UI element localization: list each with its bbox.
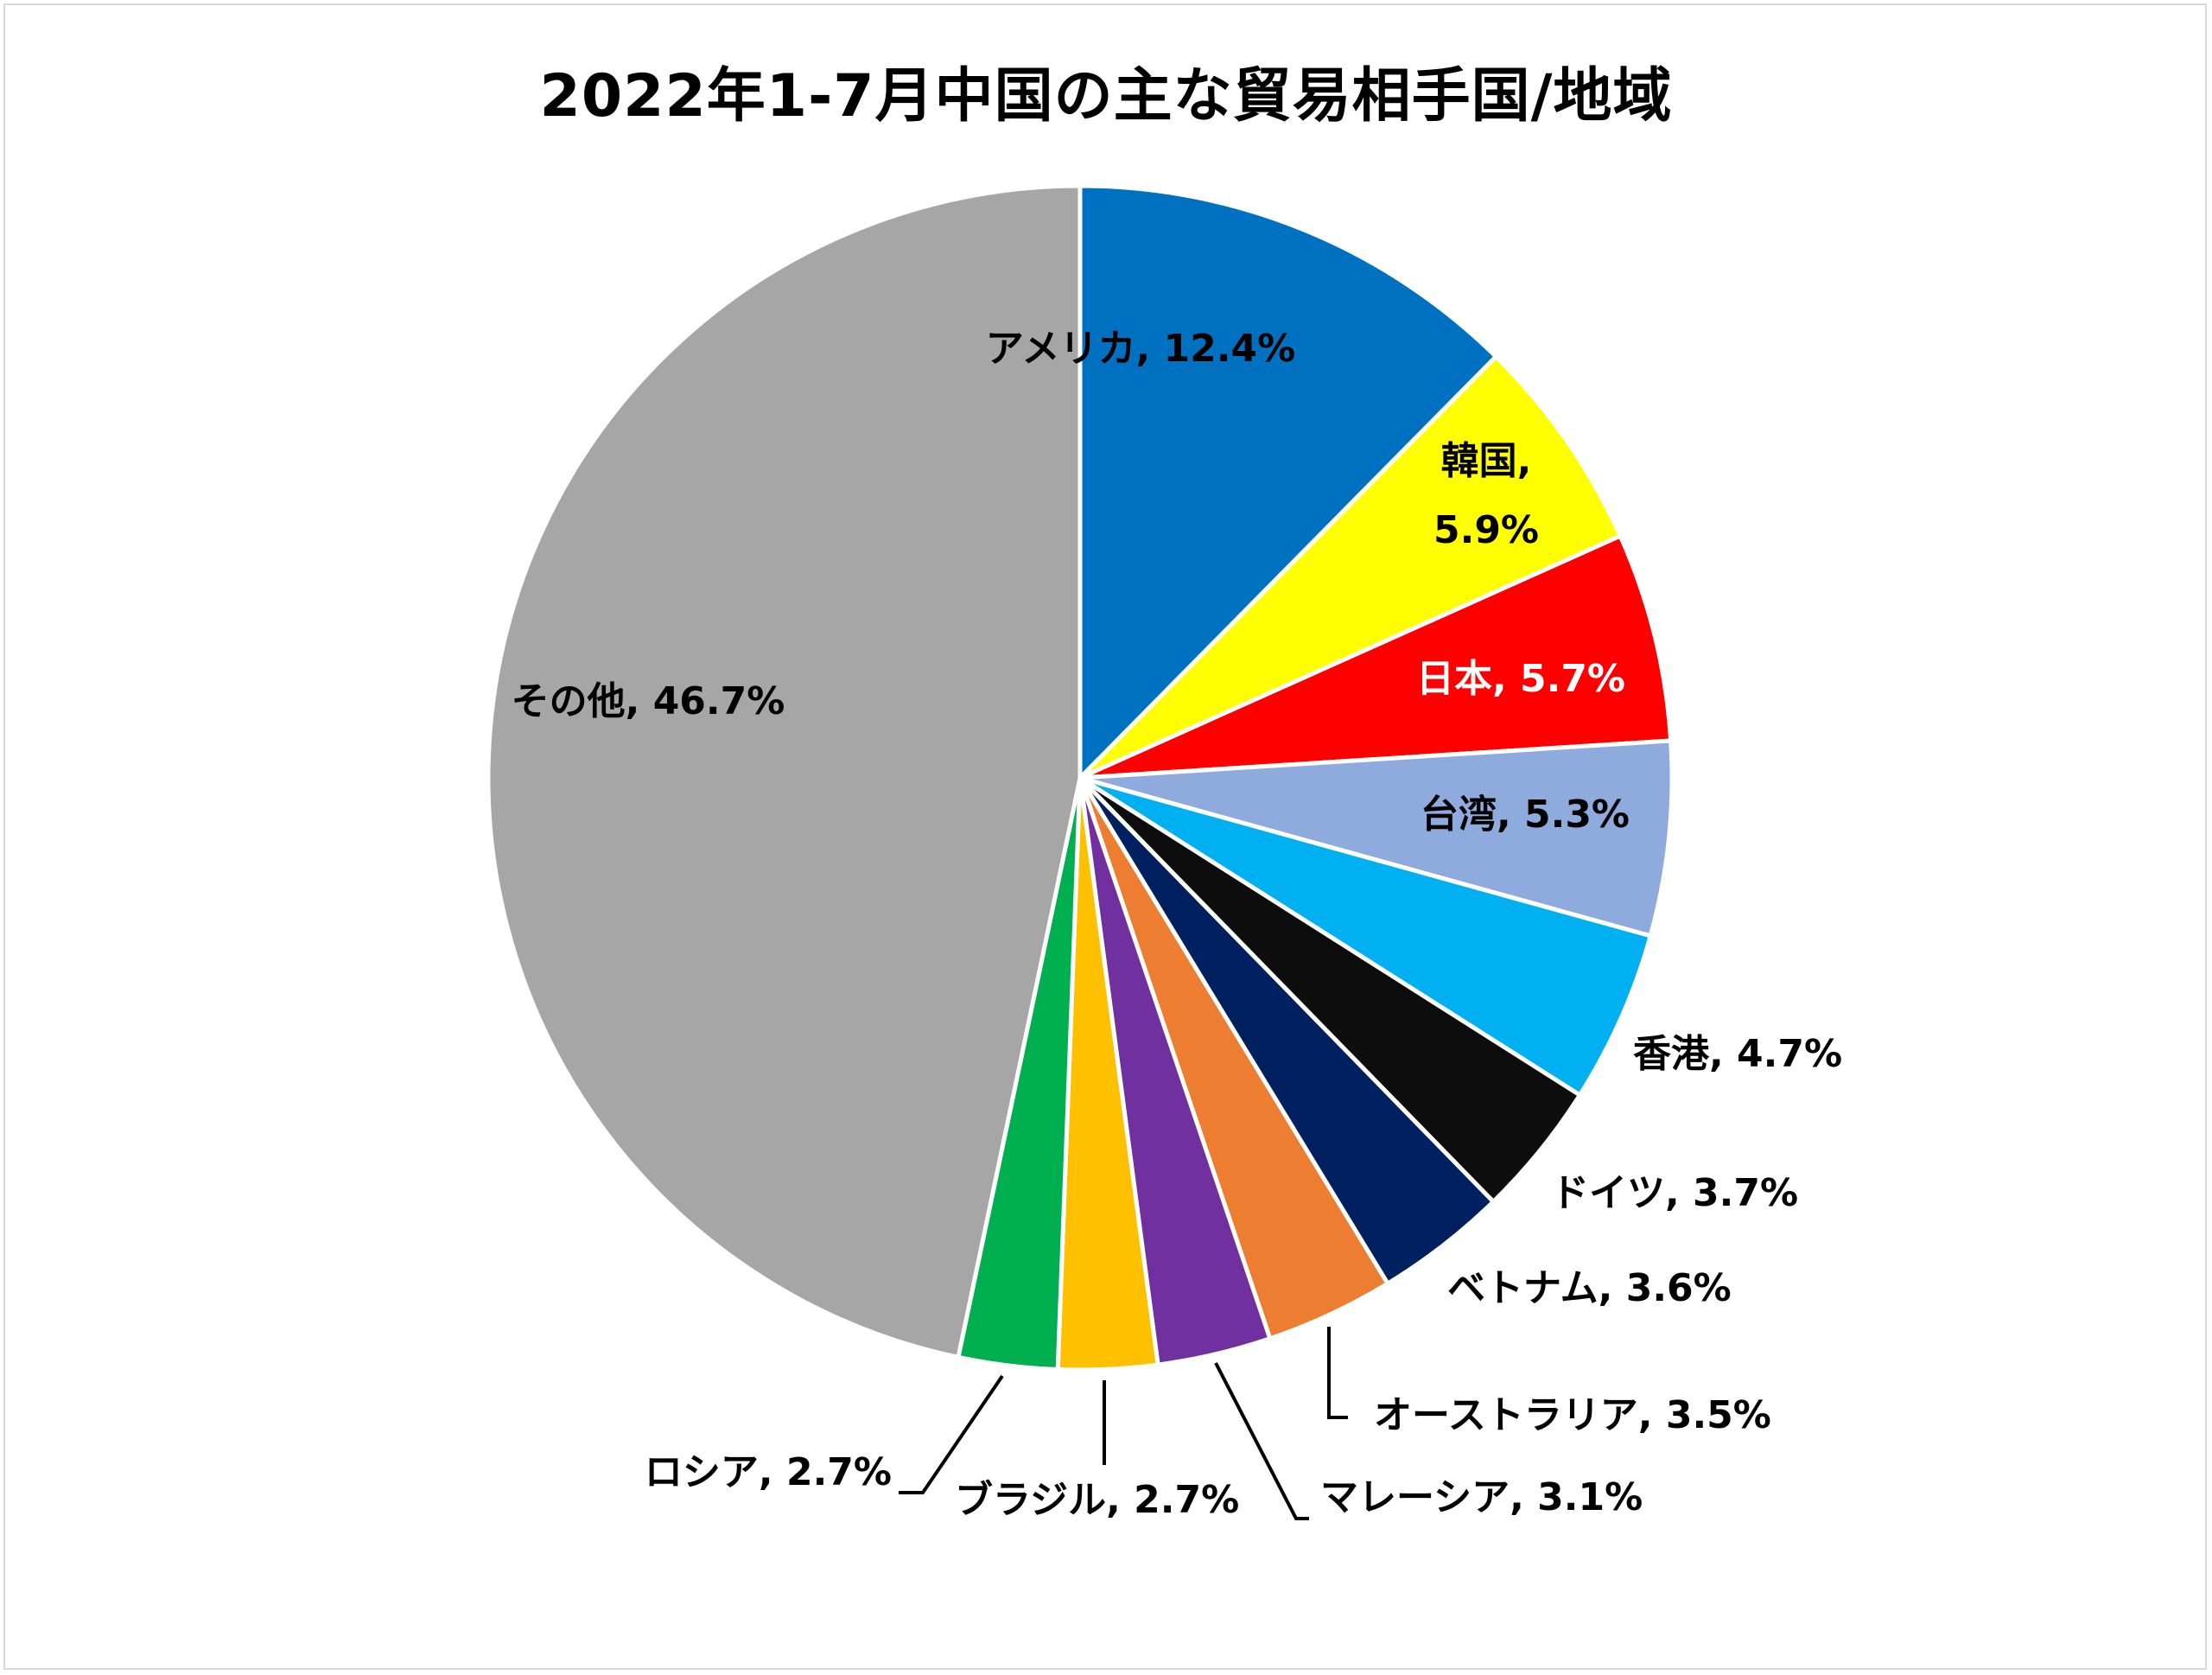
data-label-russia: ロシア, 2.7% <box>645 1450 892 1494</box>
data-label-other: その他, 46.7% <box>512 679 785 723</box>
pie-slice-korea <box>1077 354 1623 780</box>
leader-line-malaysia <box>1214 1362 1309 1520</box>
data-label-japan: 日本, 5.7% <box>1416 657 1625 701</box>
pie-slice-taiwan <box>1077 738 1675 939</box>
data-label-brazil: ブラジル, 2.7% <box>955 1478 1239 1522</box>
pie-slice-other <box>486 183 1083 1360</box>
data-label-germany: ドイツ, 3.7% <box>1551 1171 1798 1215</box>
chart-title: 2022年1-7月中国の主な貿易相手国/地域 <box>539 62 1673 131</box>
data-label-usa: アメリカ, 12.4% <box>986 327 1295 371</box>
data-label-hongkong: 香港, 4.7% <box>1633 1032 1842 1076</box>
pie-slice-japan <box>1077 533 1674 780</box>
data-label-malaysia: マレーシア, 3.1% <box>1320 1475 1643 1519</box>
pie-slice-hongkong <box>1077 775 1653 1098</box>
data-label-vietnam: ベトナム, 3.6% <box>1447 1266 1732 1310</box>
pie-slice-usa <box>1077 183 1498 780</box>
data-label-australia: オーストラリア, 3.5% <box>1374 1393 1771 1437</box>
leader-line-australia <box>1327 1327 1348 1419</box>
data-label-taiwan: 台湾, 5.3% <box>1421 793 1630 837</box>
data-label-korea: 韓国, 5.9% <box>1433 439 1539 552</box>
leader-line-russia <box>899 1374 1004 1494</box>
